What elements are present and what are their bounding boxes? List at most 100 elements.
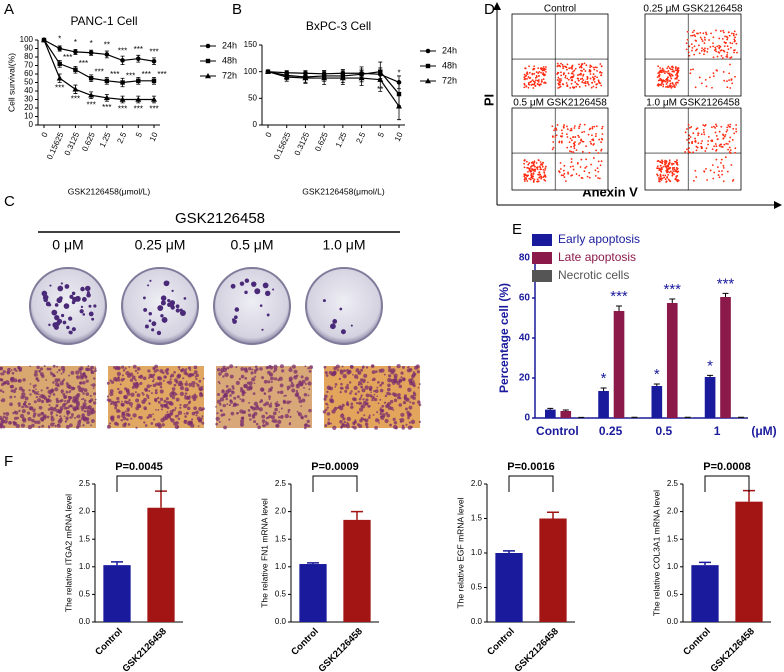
event <box>583 82 586 84</box>
bar <box>147 507 175 622</box>
event <box>539 168 542 171</box>
significance: * <box>654 366 660 383</box>
event <box>577 143 580 145</box>
x-tick-label: 5 <box>376 130 386 138</box>
event <box>722 133 724 136</box>
cell <box>161 423 165 427</box>
cell <box>134 379 137 382</box>
event <box>718 44 721 47</box>
event <box>533 164 536 166</box>
cell <box>297 396 302 400</box>
event <box>698 52 701 55</box>
cell <box>232 402 238 407</box>
event <box>542 175 545 178</box>
x-tick-label: 1.25 <box>98 130 113 148</box>
cell <box>270 415 275 420</box>
bar <box>720 297 731 418</box>
event <box>560 129 563 132</box>
panel-label: F <box>4 453 13 470</box>
event <box>578 174 581 177</box>
event <box>666 165 669 168</box>
cell <box>150 392 153 395</box>
cell <box>359 378 363 382</box>
flow-panel-title: 0.25 μM GSK2126458 <box>643 4 743 15</box>
event <box>702 32 705 35</box>
colony <box>234 307 240 312</box>
event <box>688 134 691 137</box>
colony <box>69 294 74 299</box>
event <box>566 146 569 149</box>
cell <box>411 374 415 379</box>
event <box>571 72 574 75</box>
cell <box>386 403 390 407</box>
event <box>726 80 728 83</box>
colony <box>239 281 245 286</box>
cell <box>169 392 174 397</box>
significance: *** <box>79 59 88 68</box>
panel-label: C <box>4 193 15 210</box>
event <box>556 79 559 81</box>
cell <box>170 418 175 423</box>
event <box>523 73 526 76</box>
cell <box>308 388 311 391</box>
cell <box>360 368 364 372</box>
cell <box>273 364 278 370</box>
event <box>670 77 673 80</box>
cell <box>65 382 69 385</box>
colony <box>45 295 49 299</box>
series-line <box>43 39 155 62</box>
event <box>524 67 527 70</box>
cell <box>247 413 252 417</box>
cell <box>147 397 150 400</box>
event <box>676 74 679 76</box>
cell <box>286 385 291 390</box>
colony <box>147 284 150 287</box>
event <box>566 85 568 87</box>
event <box>573 145 575 148</box>
cell <box>130 405 133 408</box>
legend-label: Late apoptosis <box>558 250 636 264</box>
cell <box>374 389 379 394</box>
cell <box>87 365 90 368</box>
event <box>556 124 559 126</box>
cell <box>13 410 17 414</box>
event <box>733 40 736 43</box>
event <box>601 127 603 130</box>
cell <box>408 421 412 424</box>
event <box>540 79 543 81</box>
cell <box>253 369 257 373</box>
event <box>532 87 535 89</box>
significance: *** <box>664 281 682 298</box>
event <box>658 180 660 183</box>
cell <box>143 406 147 410</box>
event <box>594 66 597 69</box>
event <box>559 168 562 170</box>
event <box>718 46 721 49</box>
cell <box>235 366 238 369</box>
event <box>688 45 691 48</box>
event <box>581 81 584 84</box>
event <box>727 148 730 151</box>
cell <box>38 405 43 410</box>
cell <box>229 364 234 369</box>
cell <box>136 367 141 371</box>
event <box>665 86 667 88</box>
cell <box>340 382 343 386</box>
cell <box>368 385 373 390</box>
cell <box>13 367 17 371</box>
cell <box>120 400 123 403</box>
event <box>665 78 668 81</box>
cell <box>202 377 205 380</box>
cell <box>293 369 298 374</box>
event <box>703 131 705 134</box>
cell <box>58 409 61 412</box>
event <box>660 179 663 181</box>
cell <box>127 413 131 417</box>
event <box>582 140 585 143</box>
cell <box>362 381 365 384</box>
event <box>674 77 677 80</box>
cell <box>220 409 222 411</box>
event <box>734 75 736 78</box>
cell <box>23 395 26 398</box>
cell <box>267 390 270 393</box>
